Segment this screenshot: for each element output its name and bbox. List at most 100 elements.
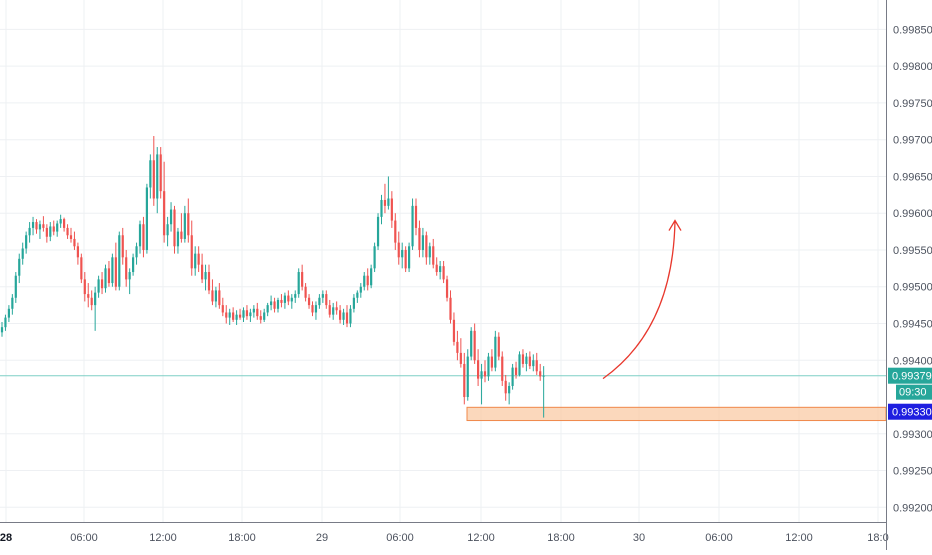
y-tick-label: 0.99750 [893, 98, 932, 110]
candles [0, 136, 545, 418]
candle-body [459, 352, 462, 364]
candle [401, 242, 404, 269]
candle-body [466, 356, 469, 398]
candle-body [142, 224, 145, 250]
candle [276, 297, 280, 313]
candle-body [335, 307, 338, 311]
candle-body [187, 213, 190, 236]
candle-body [483, 371, 487, 377]
y-tick-label: 0.99200 [893, 502, 932, 514]
y-tick-label: 0.99300 [893, 429, 932, 441]
candle-body [307, 297, 311, 306]
y-tick-label: 0.99250 [893, 466, 932, 478]
candle [194, 246, 197, 276]
candle-body [156, 154, 159, 199]
candle [173, 205, 176, 254]
candle [290, 294, 293, 309]
candle-body [214, 290, 217, 302]
candle [266, 302, 269, 317]
candle-body [425, 235, 428, 258]
candle-body [83, 279, 86, 295]
candle-body [159, 154, 162, 192]
candle [18, 253, 21, 284]
candle-body [328, 305, 331, 315]
candle [197, 246, 200, 273]
candle [225, 305, 228, 324]
candle-body [163, 191, 166, 236]
candle [487, 352, 490, 381]
candle [107, 261, 111, 287]
candle-body [497, 336, 500, 357]
candle [370, 264, 373, 289]
candle-body [356, 292, 359, 298]
candle [169, 202, 173, 232]
y-tick-label: 0.99500 [893, 282, 932, 294]
candle [314, 301, 318, 320]
candle [87, 283, 90, 308]
candle-body [114, 257, 117, 287]
last-price-tag-text: 0.99379 [892, 371, 932, 383]
candle [245, 305, 249, 320]
candle [335, 301, 338, 315]
candle-body [352, 297, 355, 309]
candle-body [521, 354, 525, 364]
candle-body [383, 199, 387, 206]
candle-body [376, 216, 380, 247]
candle [473, 323, 476, 364]
candle [180, 213, 183, 243]
candle [207, 264, 211, 295]
candle [321, 290, 324, 303]
candle [221, 297, 224, 317]
candle [38, 220, 42, 239]
candle-body [221, 305, 224, 313]
candle-body [249, 312, 252, 317]
candle [128, 268, 131, 295]
y-tick-label: 0.99700 [893, 135, 932, 147]
candle [132, 253, 135, 276]
candle [345, 305, 349, 328]
candle [235, 310, 238, 325]
candle-body [518, 354, 521, 375]
candle-body [445, 279, 449, 298]
candle [304, 283, 307, 302]
candle-body [487, 356, 490, 377]
candle-body [14, 275, 17, 298]
candle [63, 217, 66, 232]
candle-body [380, 199, 383, 217]
candle [466, 349, 469, 401]
candle [214, 286, 217, 308]
y-tick-label: 0.99650 [893, 171, 932, 183]
candle [349, 305, 352, 328]
arrow-head [668, 219, 682, 231]
y-tick-label: 0.99600 [893, 208, 932, 220]
candle [42, 216, 45, 232]
candle-body [390, 198, 393, 221]
candle-body [73, 238, 76, 247]
candle [52, 220, 55, 236]
candle-body [118, 235, 121, 287]
candle [356, 290, 359, 303]
candle [232, 307, 235, 323]
candle-body [49, 226, 52, 237]
candle-body [111, 257, 114, 284]
candle-body [100, 279, 104, 289]
candle [149, 154, 152, 199]
candle [490, 349, 493, 372]
candle-body [532, 360, 535, 367]
candle-body [176, 231, 180, 247]
candle [118, 231, 121, 291]
candle-body [238, 314, 242, 318]
candle-body [94, 292, 97, 306]
candle [94, 286, 97, 331]
candle-body [366, 275, 369, 286]
candle-body [442, 266, 445, 280]
candle-body [345, 312, 349, 324]
candle-body [404, 249, 407, 269]
candle-body [132, 257, 135, 273]
candle [80, 253, 83, 284]
candle-body [280, 299, 283, 303]
candle [418, 220, 421, 258]
candle-body [294, 294, 297, 298]
candle [514, 361, 518, 379]
